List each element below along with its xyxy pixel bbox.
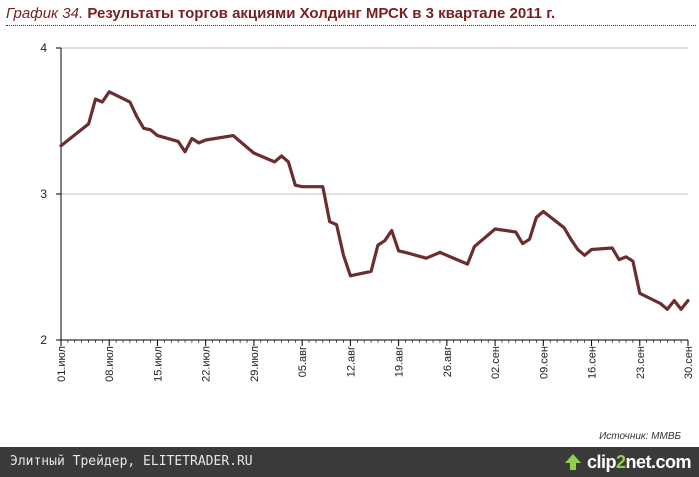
series-line-0: [59, 90, 690, 311]
x-tick-label: 02.сен: [490, 346, 502, 379]
x-tick-label: 15.июл: [152, 346, 164, 382]
source-note: Источник: ММВБ: [599, 431, 681, 442]
x-tick-label: 12.авг: [345, 346, 357, 377]
footer-bar: Элитный Трейдер, ELITETRADER.RU clip2net…: [0, 447, 699, 477]
chart-title-bar: График 34. Результаты торгов акциями Хол…: [0, 0, 699, 30]
x-tick-label: 01.июл: [56, 346, 68, 382]
x-tick-label: 29.июл: [249, 346, 261, 382]
line-chart: 2 3 4 01.июл 08.июл 15.июл 22.июл 29.июл 05.авг 1…: [40, 41, 695, 382]
x-tick-label: 30.сен: [683, 346, 695, 379]
logo-text-b: 2: [615, 451, 626, 472]
chart-title-prefix: График 34.: [6, 5, 84, 22]
logo-text: clip2net.com: [586, 451, 692, 473]
chart-title-main: Результаты торгов акциями Холдинг МРСК в…: [87, 5, 556, 22]
chart-title: График 34. Результаты торгов акциями Хол…: [6, 5, 555, 22]
y-tick-label-2: 2: [40, 333, 47, 347]
x-tick-label: 23.сен: [635, 346, 647, 379]
x-tick-label: 08.июл: [104, 346, 116, 382]
x-tick-label: 26.авг: [442, 346, 454, 377]
clip2net-logo: clip2net.com: [563, 450, 691, 474]
y-tick-label-4: 4: [40, 41, 47, 55]
logo-text-a: clip: [586, 451, 617, 472]
upload-arrow-icon: [564, 454, 581, 470]
y-tick-label-3: 3: [40, 187, 47, 201]
x-tick-label: 19.авг: [394, 346, 406, 377]
x-tick-label: 05.авг: [297, 346, 309, 377]
logo-text-c: net.com: [625, 451, 691, 472]
x-tick-label: 22.июл: [201, 346, 213, 382]
footer-site-text: Элитный Трейдер, ELITETRADER.RU: [10, 454, 253, 469]
x-tick-label: 16.сен: [587, 346, 599, 379]
x-tick-label: 09.сен: [538, 346, 550, 379]
title-divider: [6, 25, 696, 26]
